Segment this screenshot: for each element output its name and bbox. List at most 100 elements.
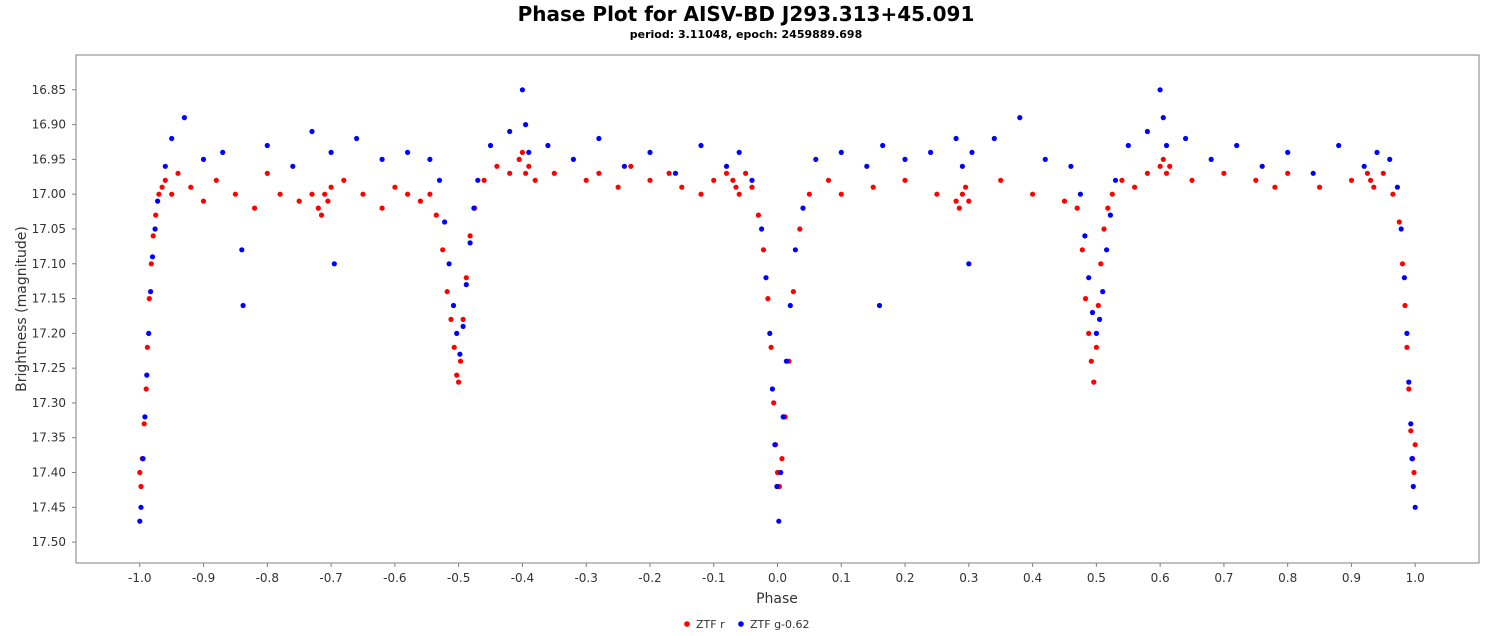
data-point <box>1104 247 1110 253</box>
data-point <box>765 296 771 302</box>
y-tick-label: 16.90 <box>32 118 66 132</box>
data-point <box>755 212 762 218</box>
data-point <box>545 142 551 149</box>
data-point <box>730 177 736 183</box>
data-point <box>454 372 460 378</box>
data-point <box>583 177 589 183</box>
legend-item: ZTF g-0.62 <box>738 618 810 631</box>
data-point <box>1285 170 1291 176</box>
data-point <box>309 191 315 197</box>
data-point <box>743 170 749 176</box>
data-point <box>507 128 513 135</box>
x-tick-label: -0.2 <box>638 571 661 585</box>
y-tick-label: 17.50 <box>32 535 66 549</box>
data-point <box>140 456 146 462</box>
data-point <box>806 191 813 197</box>
data-point <box>427 191 433 197</box>
data-point <box>200 156 207 162</box>
data-point <box>200 198 207 204</box>
x-tick-label: 0.1 <box>832 571 851 585</box>
data-point <box>733 184 739 190</box>
data-point <box>526 149 532 155</box>
data-point <box>1091 379 1097 385</box>
data-point <box>1396 219 1402 225</box>
y-tick-label: 17.10 <box>32 257 66 271</box>
data-point <box>239 247 245 253</box>
data-point <box>392 184 398 190</box>
data-point <box>175 170 181 176</box>
data-point <box>159 184 165 190</box>
data-point <box>783 358 790 364</box>
data-point <box>998 177 1004 183</box>
data-point <box>1061 198 1068 204</box>
data-point <box>148 289 154 295</box>
data-point <box>152 226 158 232</box>
data-point <box>252 205 258 211</box>
data-point <box>264 142 270 149</box>
x-tick-label: -0.3 <box>574 571 597 585</box>
data-point <box>647 149 653 155</box>
data-point <box>1394 184 1400 190</box>
data-point <box>969 149 975 155</box>
data-point <box>1068 163 1074 169</box>
data-point <box>736 191 742 197</box>
data-point <box>1093 344 1099 350</box>
data-point <box>800 205 806 211</box>
data-point <box>454 330 460 336</box>
data-point <box>1093 330 1099 336</box>
data-point <box>1234 142 1240 149</box>
data-point <box>959 191 966 197</box>
x-tick-label: -0.7 <box>319 571 342 585</box>
data-point <box>769 386 776 392</box>
data-point <box>456 379 462 385</box>
y-tick-label: 17.35 <box>32 431 66 445</box>
legend-label: ZTF g-0.62 <box>750 618 810 631</box>
data-point <box>596 170 602 176</box>
data-point <box>771 400 777 406</box>
x-tick-label: -0.5 <box>447 571 470 585</box>
data-point <box>481 177 487 183</box>
data-point <box>526 163 532 169</box>
data-point <box>1399 261 1406 267</box>
data-point <box>698 142 704 149</box>
data-point <box>442 219 448 225</box>
data-point <box>181 115 187 121</box>
data-point <box>1371 184 1377 190</box>
data-point <box>870 184 876 190</box>
data-point <box>1317 184 1323 190</box>
data-point <box>1221 170 1227 176</box>
data-point <box>1030 191 1036 197</box>
data-point <box>1157 87 1163 93</box>
data-point <box>1167 163 1173 169</box>
data-point <box>440 247 446 253</box>
data-point <box>450 302 457 309</box>
data-point <box>471 205 477 211</box>
data-point <box>991 135 997 142</box>
data-point <box>1082 296 1089 302</box>
data-point <box>354 135 360 142</box>
y-tick-label: 17.30 <box>32 396 66 410</box>
data-point <box>188 184 194 190</box>
data-point <box>1380 170 1386 176</box>
data-point <box>928 149 934 155</box>
y-tick-label: 16.85 <box>32 83 66 97</box>
data-point <box>1404 330 1410 336</box>
data-point <box>779 456 785 462</box>
data-point <box>138 504 144 510</box>
data-point <box>467 240 473 246</box>
data-point <box>328 149 334 155</box>
data-point <box>956 205 962 211</box>
data-point <box>433 212 439 218</box>
data-point <box>457 358 464 364</box>
data-point <box>379 205 385 211</box>
data-point <box>519 149 526 155</box>
data-point <box>1086 330 1092 336</box>
data-point <box>666 170 672 176</box>
data-point <box>1095 302 1101 309</box>
data-point <box>596 135 602 142</box>
data-point <box>1412 504 1418 510</box>
data-point <box>711 177 717 183</box>
x-tick-label: 0.3 <box>959 571 978 585</box>
data-point <box>1410 483 1416 490</box>
data-point <box>1402 302 1408 309</box>
